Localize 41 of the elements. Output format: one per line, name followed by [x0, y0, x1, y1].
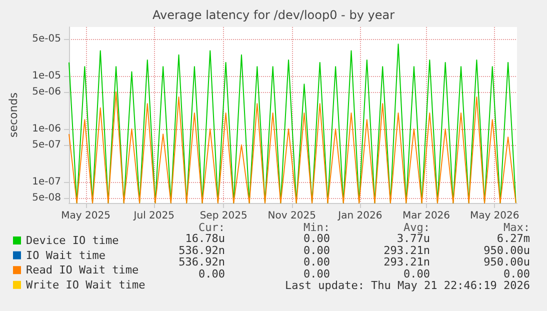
text: Last update: Thu May 21 22:46:19 2026 — [284, 279, 530, 292]
text: 536.92n — [178, 244, 225, 257]
text: 0.00 — [304, 267, 330, 280]
text: 0.00 — [304, 244, 330, 257]
x-tick-label: May 2025 — [61, 210, 110, 222]
legend-label: Read IO Wait time — [26, 264, 139, 277]
text: Min: — [304, 221, 330, 234]
y-tick-label: 5e-07 — [32, 139, 61, 150]
y-tick-label: 1e-05 — [32, 70, 61, 82]
text: Avg: — [404, 221, 430, 234]
legend-label: IO Wait time — [26, 248, 106, 262]
text: Cur: — [198, 221, 225, 234]
text: 293.21n — [384, 256, 430, 269]
x-tick-label: Sep 2025 — [200, 210, 248, 222]
text: 0.00 — [504, 267, 530, 280]
text: 0.00 — [198, 267, 225, 280]
x-tick-label: Nov 2025 — [268, 210, 316, 222]
text: Max: — [504, 221, 530, 234]
x-tick-label: Jan 2026 — [337, 210, 382, 222]
chart-title: Average latency for /dev/loop0 - by year — [152, 8, 395, 22]
y-axis-title: seconds — [7, 92, 20, 138]
text: 0.00 — [304, 256, 330, 269]
legend-label: Device IO time — [26, 234, 119, 247]
y-tick-label: 5e-08 — [32, 192, 61, 204]
text: 950.00u — [484, 256, 530, 269]
text: 0.00 — [304, 232, 330, 245]
text: 950.00u — [484, 244, 530, 257]
x-tick-label: May 2026 — [470, 210, 520, 222]
text: 536.92n — [178, 256, 225, 269]
text: 3.77u — [396, 232, 430, 245]
text: 0.00 — [404, 267, 430, 280]
x-tick-label: Mar 2026 — [402, 210, 450, 222]
y-tick-label: 1e-07 — [32, 176, 61, 188]
text: 6.27m — [496, 232, 530, 245]
text: 16.78u — [185, 232, 225, 245]
x-tick-label: Jul 2025 — [132, 210, 174, 222]
y-tick-label: 5e-05 — [32, 33, 61, 44]
y-tick-label: 5e-06 — [32, 86, 61, 98]
y-tick-label: 1e-06 — [32, 123, 61, 134]
text: 293.21n — [384, 244, 430, 257]
legend-label: Write IO Wait time — [26, 278, 146, 292]
